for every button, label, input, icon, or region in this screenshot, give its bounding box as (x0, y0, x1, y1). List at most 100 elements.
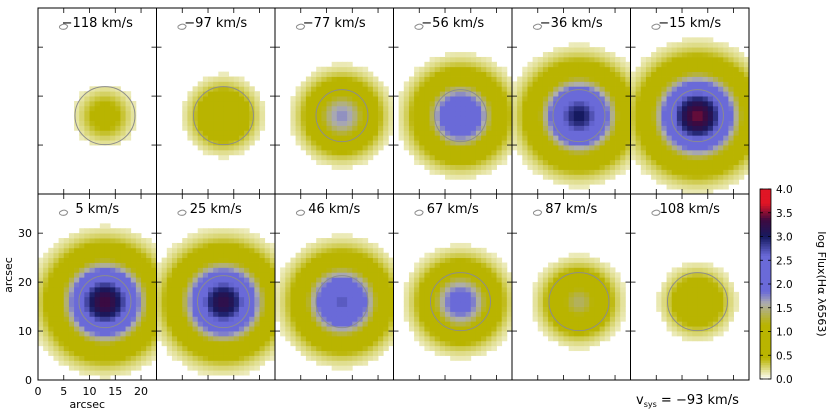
flux-pixel (682, 110, 688, 117)
flux-pixel (141, 306, 147, 312)
flux-pixel (697, 91, 704, 97)
flux-pixel (110, 335, 116, 342)
flux-pixel (388, 267, 394, 273)
flux-pixel (661, 149, 667, 156)
flux-pixel (63, 360, 70, 366)
flux-pixel (666, 179, 673, 185)
flux-pixel (63, 355, 70, 361)
flux-pixel (84, 272, 90, 278)
flux-pixel (362, 340, 369, 347)
flux-pixel (357, 149, 363, 156)
flux-pixel (182, 296, 188, 303)
flux-pixel (388, 306, 394, 312)
flux-pixel (331, 115, 338, 121)
flux-pixel (645, 164, 652, 170)
flux-pixel (383, 335, 389, 342)
flux-pixel (213, 101, 219, 107)
flux-pixel (233, 130, 240, 136)
flux-pixel (115, 296, 121, 303)
flux-pixel (321, 130, 327, 136)
flux-pixel (486, 331, 492, 337)
flux-pixel (99, 262, 106, 268)
flux-pixel (568, 316, 575, 322)
flux-pixel (434, 311, 441, 317)
flux-pixel (352, 311, 358, 317)
flux-pixel (630, 120, 637, 126)
flux-pixel (455, 311, 461, 317)
flux-pixel (244, 110, 250, 117)
flux-pixel (578, 267, 585, 273)
flux-pixel (429, 301, 436, 307)
flux-pixel (321, 115, 327, 121)
flux-pixel (259, 355, 266, 361)
flux-pixel (94, 96, 101, 102)
flux-pixel (362, 296, 369, 303)
flux-pixel (481, 91, 487, 97)
flux-pixel (213, 355, 219, 361)
flux-pixel (125, 277, 132, 283)
flux-pixel (615, 169, 621, 175)
flux-pixel (156, 321, 163, 327)
flux-pixel (58, 242, 65, 249)
flux-pixel (548, 311, 554, 317)
flux-pixel (589, 282, 595, 288)
flux-pixel (553, 301, 559, 307)
flux-pixel (486, 282, 492, 288)
flux-pixel (208, 247, 214, 254)
flux-pixel (558, 321, 564, 327)
flux-pixel (645, 66, 652, 73)
flux-pixel (475, 345, 482, 352)
flux-pixel (594, 56, 600, 63)
flux-pixel (357, 76, 363, 82)
flux-pixel (692, 71, 698, 77)
flux-pixel (589, 287, 595, 293)
flux-pixel (470, 105, 477, 112)
flux-pixel (233, 228, 240, 234)
flux-pixel (233, 105, 240, 112)
flux-pixel (197, 316, 204, 322)
flux-pixel (187, 247, 193, 254)
flux-pixel (578, 52, 585, 58)
flux-pixel (43, 252, 49, 259)
flux-pixel (115, 331, 121, 337)
flux-pixel (594, 262, 600, 268)
flux-pixel (542, 125, 549, 131)
flux-pixel (553, 115, 559, 121)
flux-pixel (491, 145, 497, 151)
flux-pixel (429, 252, 436, 259)
flux-pixel (130, 242, 137, 249)
flux-pixel (259, 272, 266, 278)
flux-pixel (89, 247, 96, 254)
flux-pixel (671, 71, 678, 77)
flux-pixel (470, 262, 477, 268)
flux-pixel (460, 159, 467, 166)
flux-pixel (151, 247, 157, 254)
flux-pixel (347, 149, 353, 156)
flux-pixel (604, 125, 611, 131)
flux-pixel (372, 291, 379, 298)
flux-pixel (208, 130, 214, 136)
flux-pixel (563, 115, 570, 121)
flux-pixel (506, 306, 513, 312)
flux-pixel (244, 272, 250, 278)
flux-pixel (460, 291, 467, 298)
flux-pixel (460, 262, 467, 268)
flux-pixel (481, 296, 487, 303)
flux-pixel (692, 76, 698, 82)
flux-pixel (429, 66, 436, 73)
flux-pixel (223, 71, 230, 77)
flux-pixel (336, 262, 343, 268)
flux-pixel (378, 101, 384, 107)
flux-pixel (321, 101, 327, 107)
flux-pixel (563, 101, 570, 107)
flux-pixel (548, 101, 554, 107)
flux-pixel (331, 257, 338, 263)
flux-pixel (578, 76, 585, 82)
flux-pixel (53, 311, 60, 317)
flux-pixel (460, 66, 467, 73)
flux-pixel (434, 159, 441, 166)
flux-pixel (398, 105, 405, 112)
flux-pixel (702, 105, 709, 112)
flux-pixel (517, 130, 523, 136)
